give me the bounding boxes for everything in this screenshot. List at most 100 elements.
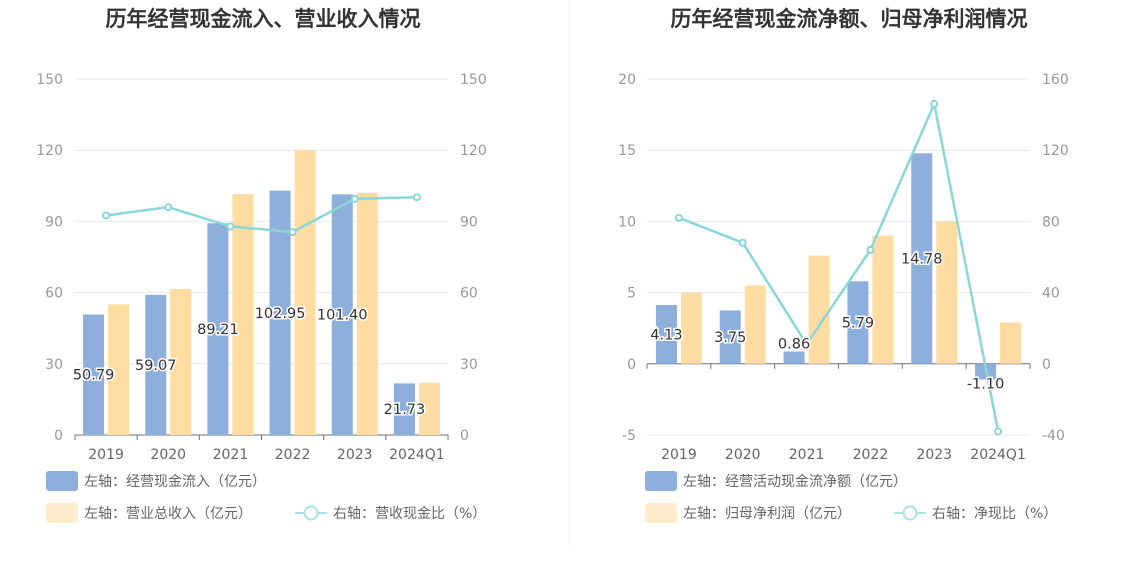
- bar-primary: [719, 310, 741, 364]
- y-tick-label-right: 150: [460, 72, 487, 88]
- line-point: [350, 194, 359, 203]
- x-tick-label: 2024Q1: [970, 447, 1026, 463]
- data-label: 0.86: [778, 337, 810, 353]
- bar-primary: [269, 190, 291, 435]
- bar-primary: [655, 304, 677, 364]
- data-label: 3.75: [714, 330, 746, 346]
- bar-primary: [847, 281, 869, 364]
- legend-label[interactable]: 右轴：净现比（%）: [932, 506, 1057, 522]
- chart-cashflow-revenue: 历年经营现金流入、营业收入情况 0 0 30 30 60 60 90 90 120 120 150 15…: [36, 7, 487, 523]
- y-tick-label-left: 10: [618, 214, 636, 230]
- bar-secondary: [294, 150, 316, 435]
- y-tick-label-right: 0: [1042, 357, 1051, 373]
- bar-secondary: [680, 292, 702, 364]
- line-point: [674, 213, 683, 222]
- chart-title: 历年经营现金流入、营业收入情况: [106, 7, 421, 31]
- x-tick-label: 2022: [853, 447, 889, 463]
- y-tick-label-right: 90: [460, 214, 478, 230]
- chart-netcashflow-profit: 历年经营现金流净额、归母净利润情况 -5 -40 0 0 5 40 10 80 15 120 20 16…: [618, 7, 1069, 523]
- x-tick-label: 2020: [150, 447, 186, 463]
- bar-secondary: [232, 194, 254, 435]
- y-tick-label-left: 0: [627, 357, 636, 373]
- line-point: [802, 340, 811, 349]
- bar-primary: [207, 223, 229, 435]
- x-tick-label: 2020: [725, 447, 761, 463]
- line-point: [226, 222, 235, 231]
- bar-primary: [911, 153, 933, 364]
- legend-swatch[interactable]: [46, 503, 78, 523]
- bar-primary: [331, 194, 353, 435]
- data-label: 89.21: [197, 322, 239, 338]
- legend-swatch[interactable]: [645, 471, 677, 491]
- data-label: 102.95: [255, 306, 306, 322]
- y-tick-label-left: 5: [627, 286, 636, 302]
- y-tick-label-left: 60: [45, 286, 63, 302]
- y-tick-label-left: 15: [618, 143, 636, 159]
- y-tick-label-right: 40: [1042, 286, 1060, 302]
- x-tick-label: 2019: [88, 447, 124, 463]
- line-point: [994, 427, 1003, 436]
- data-label: 21.73: [384, 402, 426, 418]
- data-label: 59.07: [135, 358, 177, 374]
- line-point: [412, 193, 421, 202]
- y-tick-label-left: 120: [36, 143, 63, 159]
- y-tick-label-right: 160: [1042, 72, 1069, 88]
- x-tick-label: 2022: [275, 447, 311, 463]
- data-label: -1.10: [967, 376, 1005, 392]
- line-point: [738, 238, 747, 247]
- bar-primary: [145, 294, 167, 435]
- data-label: 14.78: [901, 252, 943, 268]
- legend-swatch-marker[interactable]: [902, 505, 918, 521]
- x-tick-label: 2023: [337, 447, 373, 463]
- bar-secondary: [418, 382, 440, 435]
- bar-secondary: [356, 192, 378, 435]
- y-tick-label-right: -40: [1042, 428, 1065, 444]
- y-tick-label-left: -5: [622, 428, 636, 444]
- y-tick-label-left: 90: [45, 214, 63, 230]
- series-line: [678, 99, 1000, 432]
- y-tick-label-left: 0: [54, 428, 63, 444]
- legend-label[interactable]: 右轴：营收现金比（%）: [333, 506, 486, 522]
- legend-swatch[interactable]: [46, 471, 78, 491]
- y-tick-label-right: 60: [460, 286, 478, 302]
- legend-label[interactable]: 左轴：经营现金流入（亿元）: [84, 474, 266, 490]
- legend-swatch-marker[interactable]: [303, 505, 319, 521]
- data-label: 4.13: [650, 327, 682, 343]
- y-tick-label-right: 120: [460, 143, 487, 159]
- line-point: [288, 228, 297, 237]
- line-point: [164, 203, 173, 212]
- x-tick-label: 2021: [213, 447, 249, 463]
- y-tick-label-right: 30: [460, 357, 478, 373]
- bar-secondary: [170, 289, 192, 435]
- data-label: 50.79: [73, 368, 115, 384]
- bar-secondary: [936, 221, 958, 364]
- line-point: [866, 245, 875, 254]
- y-tick-label-left: 30: [45, 357, 63, 373]
- bar-primary: [783, 351, 805, 364]
- x-tick-label: 2021: [789, 447, 825, 463]
- line-point: [102, 211, 111, 220]
- legend-label[interactable]: 左轴：经营活动现金流净额（亿元）: [683, 474, 907, 490]
- y-tick-label-left: 150: [36, 72, 63, 88]
- bar-secondary: [1000, 322, 1022, 364]
- bar-secondary: [744, 285, 766, 364]
- y-tick-label-right: 120: [1042, 143, 1069, 159]
- y-tick-label-right: 80: [1042, 214, 1060, 230]
- legend-label[interactable]: 左轴：营业总收入（亿元）: [84, 506, 252, 522]
- data-label: 5.79: [842, 316, 874, 332]
- data-label: 101.40: [317, 308, 368, 324]
- chart-title: 历年经营现金流净额、归母净利润情况: [671, 7, 1028, 31]
- bar-primary: [393, 383, 415, 435]
- x-tick-label: 2023: [916, 447, 952, 463]
- legend-swatch[interactable]: [645, 503, 677, 523]
- bar-secondary: [808, 255, 830, 364]
- x-tick-label: 2024Q1: [389, 447, 445, 463]
- line-point: [930, 99, 939, 108]
- bar-primary: [83, 314, 105, 435]
- y-tick-label-left: 20: [618, 72, 636, 88]
- bar-secondary: [108, 304, 130, 435]
- legend-label[interactable]: 左轴：归母净利润（亿元）: [683, 505, 851, 522]
- x-tick-label: 2019: [661, 447, 697, 463]
- y-tick-label-right: 0: [460, 428, 469, 444]
